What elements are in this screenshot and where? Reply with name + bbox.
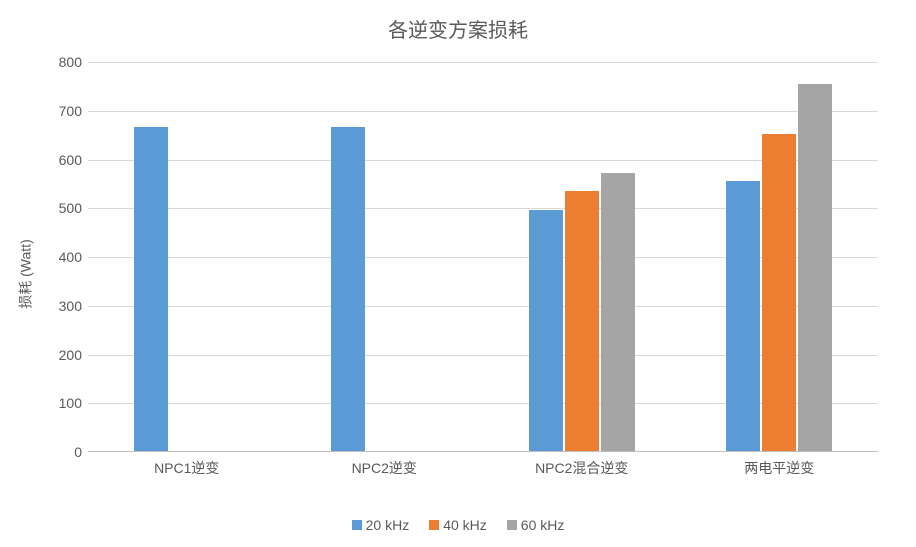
category-group: [88, 127, 286, 451]
legend-item: 40 kHz: [429, 517, 487, 533]
y-tick-label: 500: [32, 200, 82, 216]
legend-label: 40 kHz: [443, 517, 487, 533]
y-tick-label: 300: [32, 298, 82, 314]
legend-swatch: [429, 520, 439, 530]
legend-swatch: [352, 520, 362, 530]
y-tick-label: 400: [32, 249, 82, 265]
y-tick-label: 200: [32, 347, 82, 363]
chart-title: 各逆变方案损耗: [0, 14, 916, 43]
category-group: [681, 84, 879, 451]
bar: [529, 210, 563, 451]
chart-container: 各逆变方案损耗 损耗 (Watt) 0 100 200 300 400 500 600 700…: [0, 0, 916, 547]
bar: [134, 127, 168, 451]
y-axis-title: 损耗 (Watt): [16, 0, 36, 547]
legend-item: 20 kHz: [352, 517, 410, 533]
bar: [601, 173, 635, 451]
legend-label: 60 kHz: [521, 517, 565, 533]
legend-swatch: [507, 520, 517, 530]
x-tick-label: NPC2逆变: [352, 458, 417, 478]
y-tick-label: 100: [32, 395, 82, 411]
x-tick-label: NPC2混合逆变: [535, 458, 628, 478]
category-group: [483, 173, 681, 451]
y-tick-label: 800: [32, 54, 82, 70]
y-tick-label: 700: [32, 103, 82, 119]
legend: 20 kHz 40 kHz 60 kHz: [0, 517, 916, 533]
bar: [331, 127, 365, 451]
bar: [798, 84, 832, 451]
legend-label: 20 kHz: [366, 517, 410, 533]
bar: [565, 191, 599, 451]
x-tick-label: 两电平逆变: [744, 458, 814, 478]
y-tick-label: 0: [32, 444, 82, 460]
category-group: [286, 127, 484, 451]
bar: [726, 181, 760, 451]
y-tick-label: 600: [32, 152, 82, 168]
x-tick-label: NPC1逆变: [154, 458, 219, 478]
bar: [762, 134, 796, 451]
grid-line: [88, 62, 878, 63]
legend-item: 60 kHz: [507, 517, 565, 533]
plot-area: [88, 62, 878, 452]
